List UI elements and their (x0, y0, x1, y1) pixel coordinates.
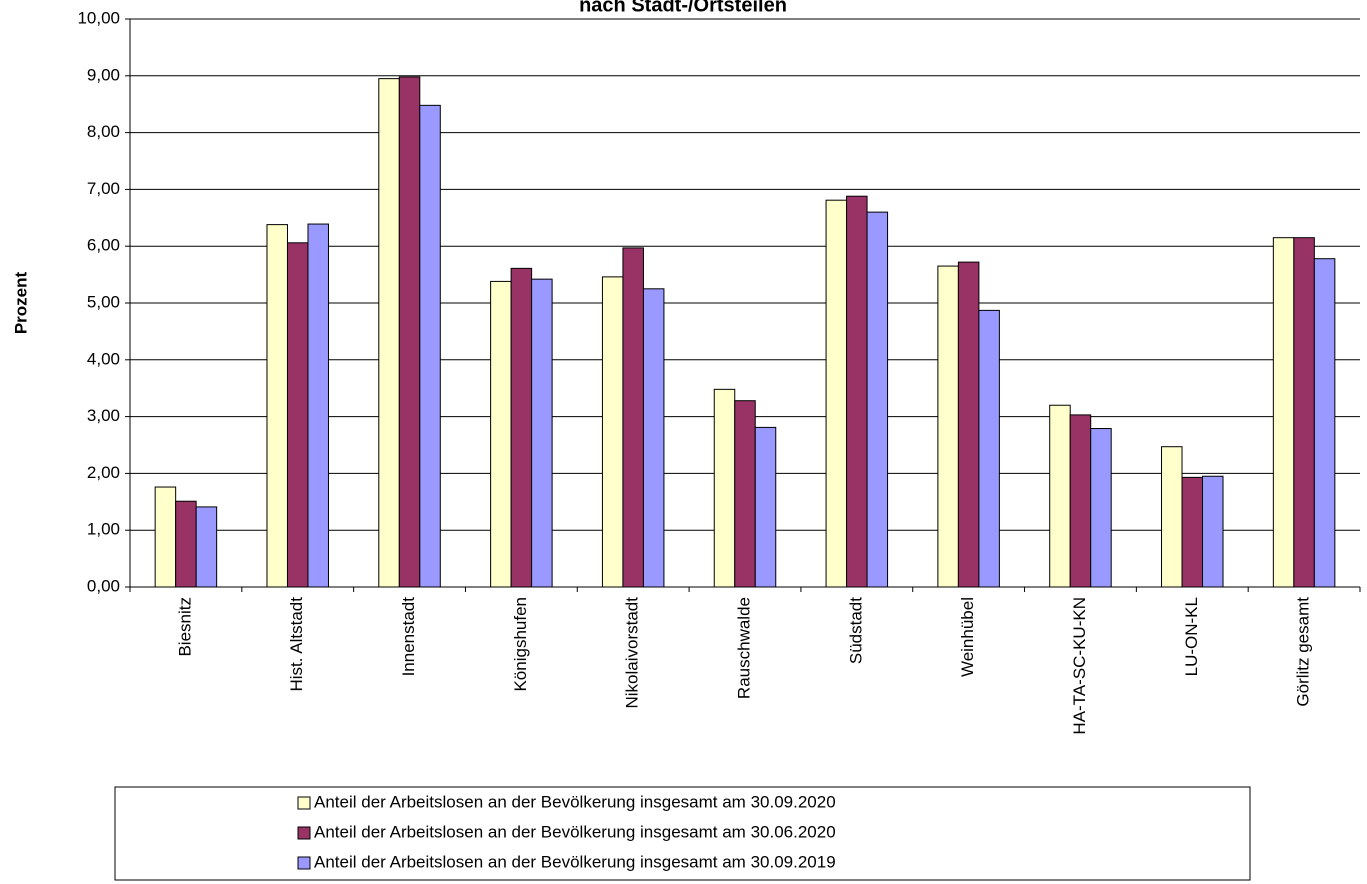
x-tick-label: Innenstadt (399, 597, 418, 677)
x-tick-label: Rauschwalde (734, 597, 753, 699)
bar (866, 211, 889, 588)
x-tick-label: HA-TA-SC-KU-KN (1070, 597, 1089, 735)
bar (978, 309, 1000, 588)
bar (510, 267, 533, 588)
legend-label: Anteil der Arbeitslosen an der Bevölkeru… (314, 822, 836, 841)
y-tick-label: 9,00 (87, 65, 120, 84)
y-tick-label: 5,00 (87, 292, 120, 311)
bar (154, 486, 177, 588)
x-tick-label: LU-ON-KL (1182, 597, 1201, 676)
legend-label: Anteil der Arbeitslosen an der Bevölkeru… (314, 792, 836, 811)
y-tick-label: 1,00 (87, 520, 120, 539)
bar (175, 500, 197, 588)
bar (642, 288, 665, 588)
bar (419, 104, 441, 588)
chart-title: nach Stadt-/Ortsteilen (579, 0, 787, 16)
x-tick-label: Hist. Altstadt (287, 597, 306, 692)
x-tick-label: Weinhübel (958, 597, 977, 677)
bar (286, 242, 309, 588)
bar (713, 388, 736, 588)
bar (937, 265, 959, 588)
y-tick-label: 8,00 (87, 122, 120, 141)
bar (601, 276, 624, 588)
x-tick-label: Görlitz gesamt (1294, 597, 1313, 707)
bar (266, 224, 288, 588)
y-tick-label: 0,00 (87, 576, 120, 595)
bar (825, 199, 848, 588)
y-tick-label: 2,00 (87, 463, 120, 482)
x-tick-label: Nikolaivorstadt (623, 597, 642, 709)
legend-swatch (297, 856, 311, 870)
y-axis-label: Prozent (11, 271, 30, 334)
bar (378, 78, 400, 588)
legend-swatch (297, 826, 311, 840)
bar (622, 247, 644, 588)
bar (754, 426, 777, 588)
y-tick-label: 10,00 (77, 8, 120, 27)
legend-swatch (297, 796, 311, 810)
bar (490, 280, 512, 588)
x-tick-label: Südstadt (846, 597, 865, 664)
bar (1293, 237, 1315, 588)
bar (195, 506, 218, 588)
bar (1161, 446, 1183, 588)
bar (846, 195, 868, 588)
bar (1202, 475, 1224, 588)
bar (1069, 414, 1092, 588)
x-tick-label: Königshufen (511, 597, 530, 692)
bar (307, 223, 329, 588)
bar (1272, 237, 1295, 588)
legend-label: Anteil der Arbeitslosen an der Bevölkeru… (314, 852, 836, 871)
bar (1181, 476, 1204, 588)
bar (1313, 258, 1336, 588)
x-tick-label: Biesnitz (175, 597, 194, 657)
bar (398, 76, 421, 588)
bar (531, 278, 553, 588)
y-tick-label: 3,00 (87, 406, 120, 425)
y-tick-label: 6,00 (87, 236, 120, 255)
bar (1090, 428, 1112, 588)
y-tick-label: 4,00 (87, 349, 120, 368)
bar (734, 400, 756, 588)
y-tick-label: 7,00 (87, 179, 120, 198)
bar (1049, 404, 1071, 588)
bar (957, 261, 980, 588)
